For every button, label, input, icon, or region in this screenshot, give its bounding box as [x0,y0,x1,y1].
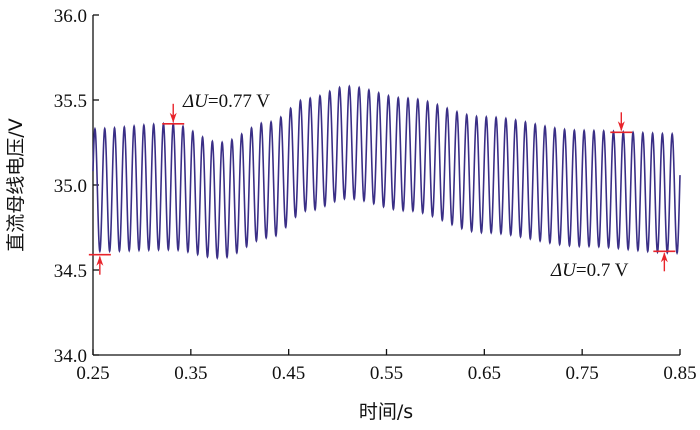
y-tick-label: 35.5 [54,91,87,112]
y-axis-label: 直流母线电压/V [5,118,27,251]
x-tick-label: 0.35 [174,363,207,384]
x-tick-label: 0.55 [370,363,403,384]
arrow-up-icon-head [660,252,668,263]
annotation-label-1: ΔU=0.77 V [182,91,270,112]
annotations [88,103,676,275]
axes: 34.0 34.5 35.0 35.5 36.0 0.25 0.35 0.45 0.55 0.65… [54,6,697,384]
arrow-down-icon-head [169,112,177,123]
x-tick-label: 0.75 [566,363,599,384]
x-tick-label: 0.85 [663,363,696,384]
y-tick-label: 36.0 [54,6,87,27]
x-tick-label: 0.45 [272,363,305,384]
arrow-up-icon-head [96,255,104,266]
x-tick-label: 0.65 [468,363,501,384]
series-line-dc-bus-voltage [92,84,681,261]
x-axis-label: 时间/s [359,401,413,423]
y-tick-label: 35.0 [54,176,87,197]
y-tick-label: 34.5 [54,261,87,282]
y-tick-label: 34.0 [54,346,87,367]
arrow-down-icon-head [617,121,625,132]
x-tick-label: 0.25 [76,363,109,384]
annotation-label-2: ΔU=0.7 V [550,260,629,281]
